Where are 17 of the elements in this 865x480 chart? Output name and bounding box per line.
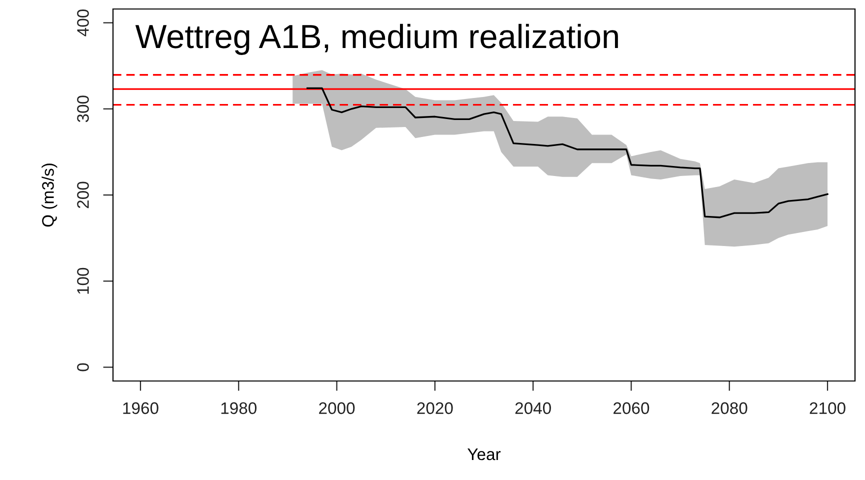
x-tick-label: 2020 bbox=[417, 402, 453, 414]
y-tick-label: 200 bbox=[77, 182, 89, 208]
x-tick-label: 1960 bbox=[123, 402, 158, 414]
y-tick-label: 0 bbox=[77, 363, 89, 372]
line-series bbox=[306, 87, 828, 218]
x-tick-label: 2080 bbox=[712, 402, 748, 414]
x-tick-label: 2100 bbox=[810, 402, 846, 414]
x-tick-label: 2000 bbox=[319, 402, 355, 414]
x-tick-label: 2060 bbox=[614, 402, 650, 414]
x-tick-label: 1980 bbox=[221, 402, 257, 414]
y-tick-label: 100 bbox=[77, 268, 89, 294]
x-tick-label: 2040 bbox=[515, 402, 551, 414]
y-tick-label: 400 bbox=[77, 10, 89, 36]
y-tick-label: 300 bbox=[77, 96, 89, 122]
x-axis-title: Year bbox=[468, 448, 501, 460]
chart-title: Wettreg A1B, medium realization bbox=[135, 24, 618, 55]
y-axis-title: Q (m3/s) bbox=[42, 164, 58, 227]
